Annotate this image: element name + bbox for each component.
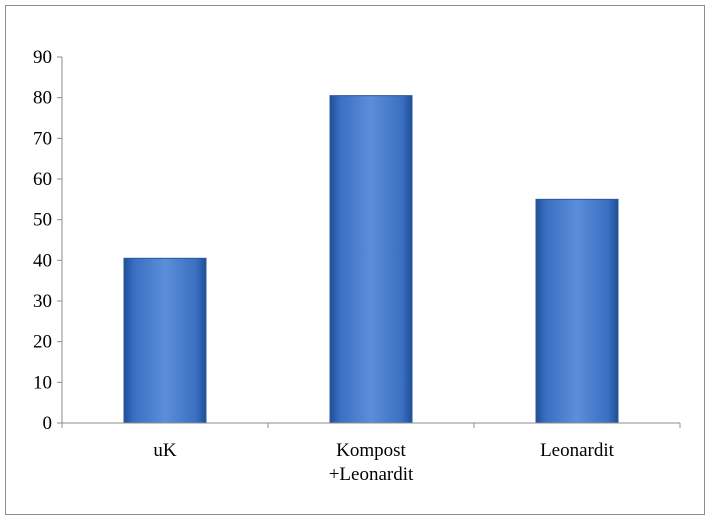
x-tick-label: Kompost +Leonardit [329, 440, 414, 485]
x-tick-label-line: +Leonardit [329, 464, 414, 485]
x-tick-label: Leonardit [540, 440, 615, 461]
y-tick-label: 50 [33, 210, 52, 231]
y-tick-label: 20 [33, 332, 52, 353]
y-tick-label: 90 [33, 47, 52, 68]
x-tick-label: uK [153, 440, 177, 461]
y-tick-label: 60 [33, 169, 52, 190]
y-tick-label: 10 [33, 372, 52, 393]
bars [123, 95, 619, 424]
y-tick-label: 80 [33, 88, 52, 109]
bar [123, 257, 207, 424]
axes [61, 57, 680, 424]
x-tick-label-line: uK [153, 440, 177, 461]
bar [535, 198, 619, 424]
y-axis: 0 10 20 30 40 50 60 70 80 90 [33, 47, 62, 434]
y-tick-label: 30 [33, 291, 52, 312]
bar [329, 95, 413, 424]
y-tick-label: 40 [33, 250, 52, 271]
x-tick-label-line: Kompost [336, 440, 406, 461]
x-tick-label-line: Leonardit [540, 440, 615, 461]
y-tick-label: 70 [33, 128, 52, 149]
x-axis: uK Kompost +Leonardit Leonardit [61, 423, 681, 485]
y-tick-label: 0 [43, 413, 53, 434]
